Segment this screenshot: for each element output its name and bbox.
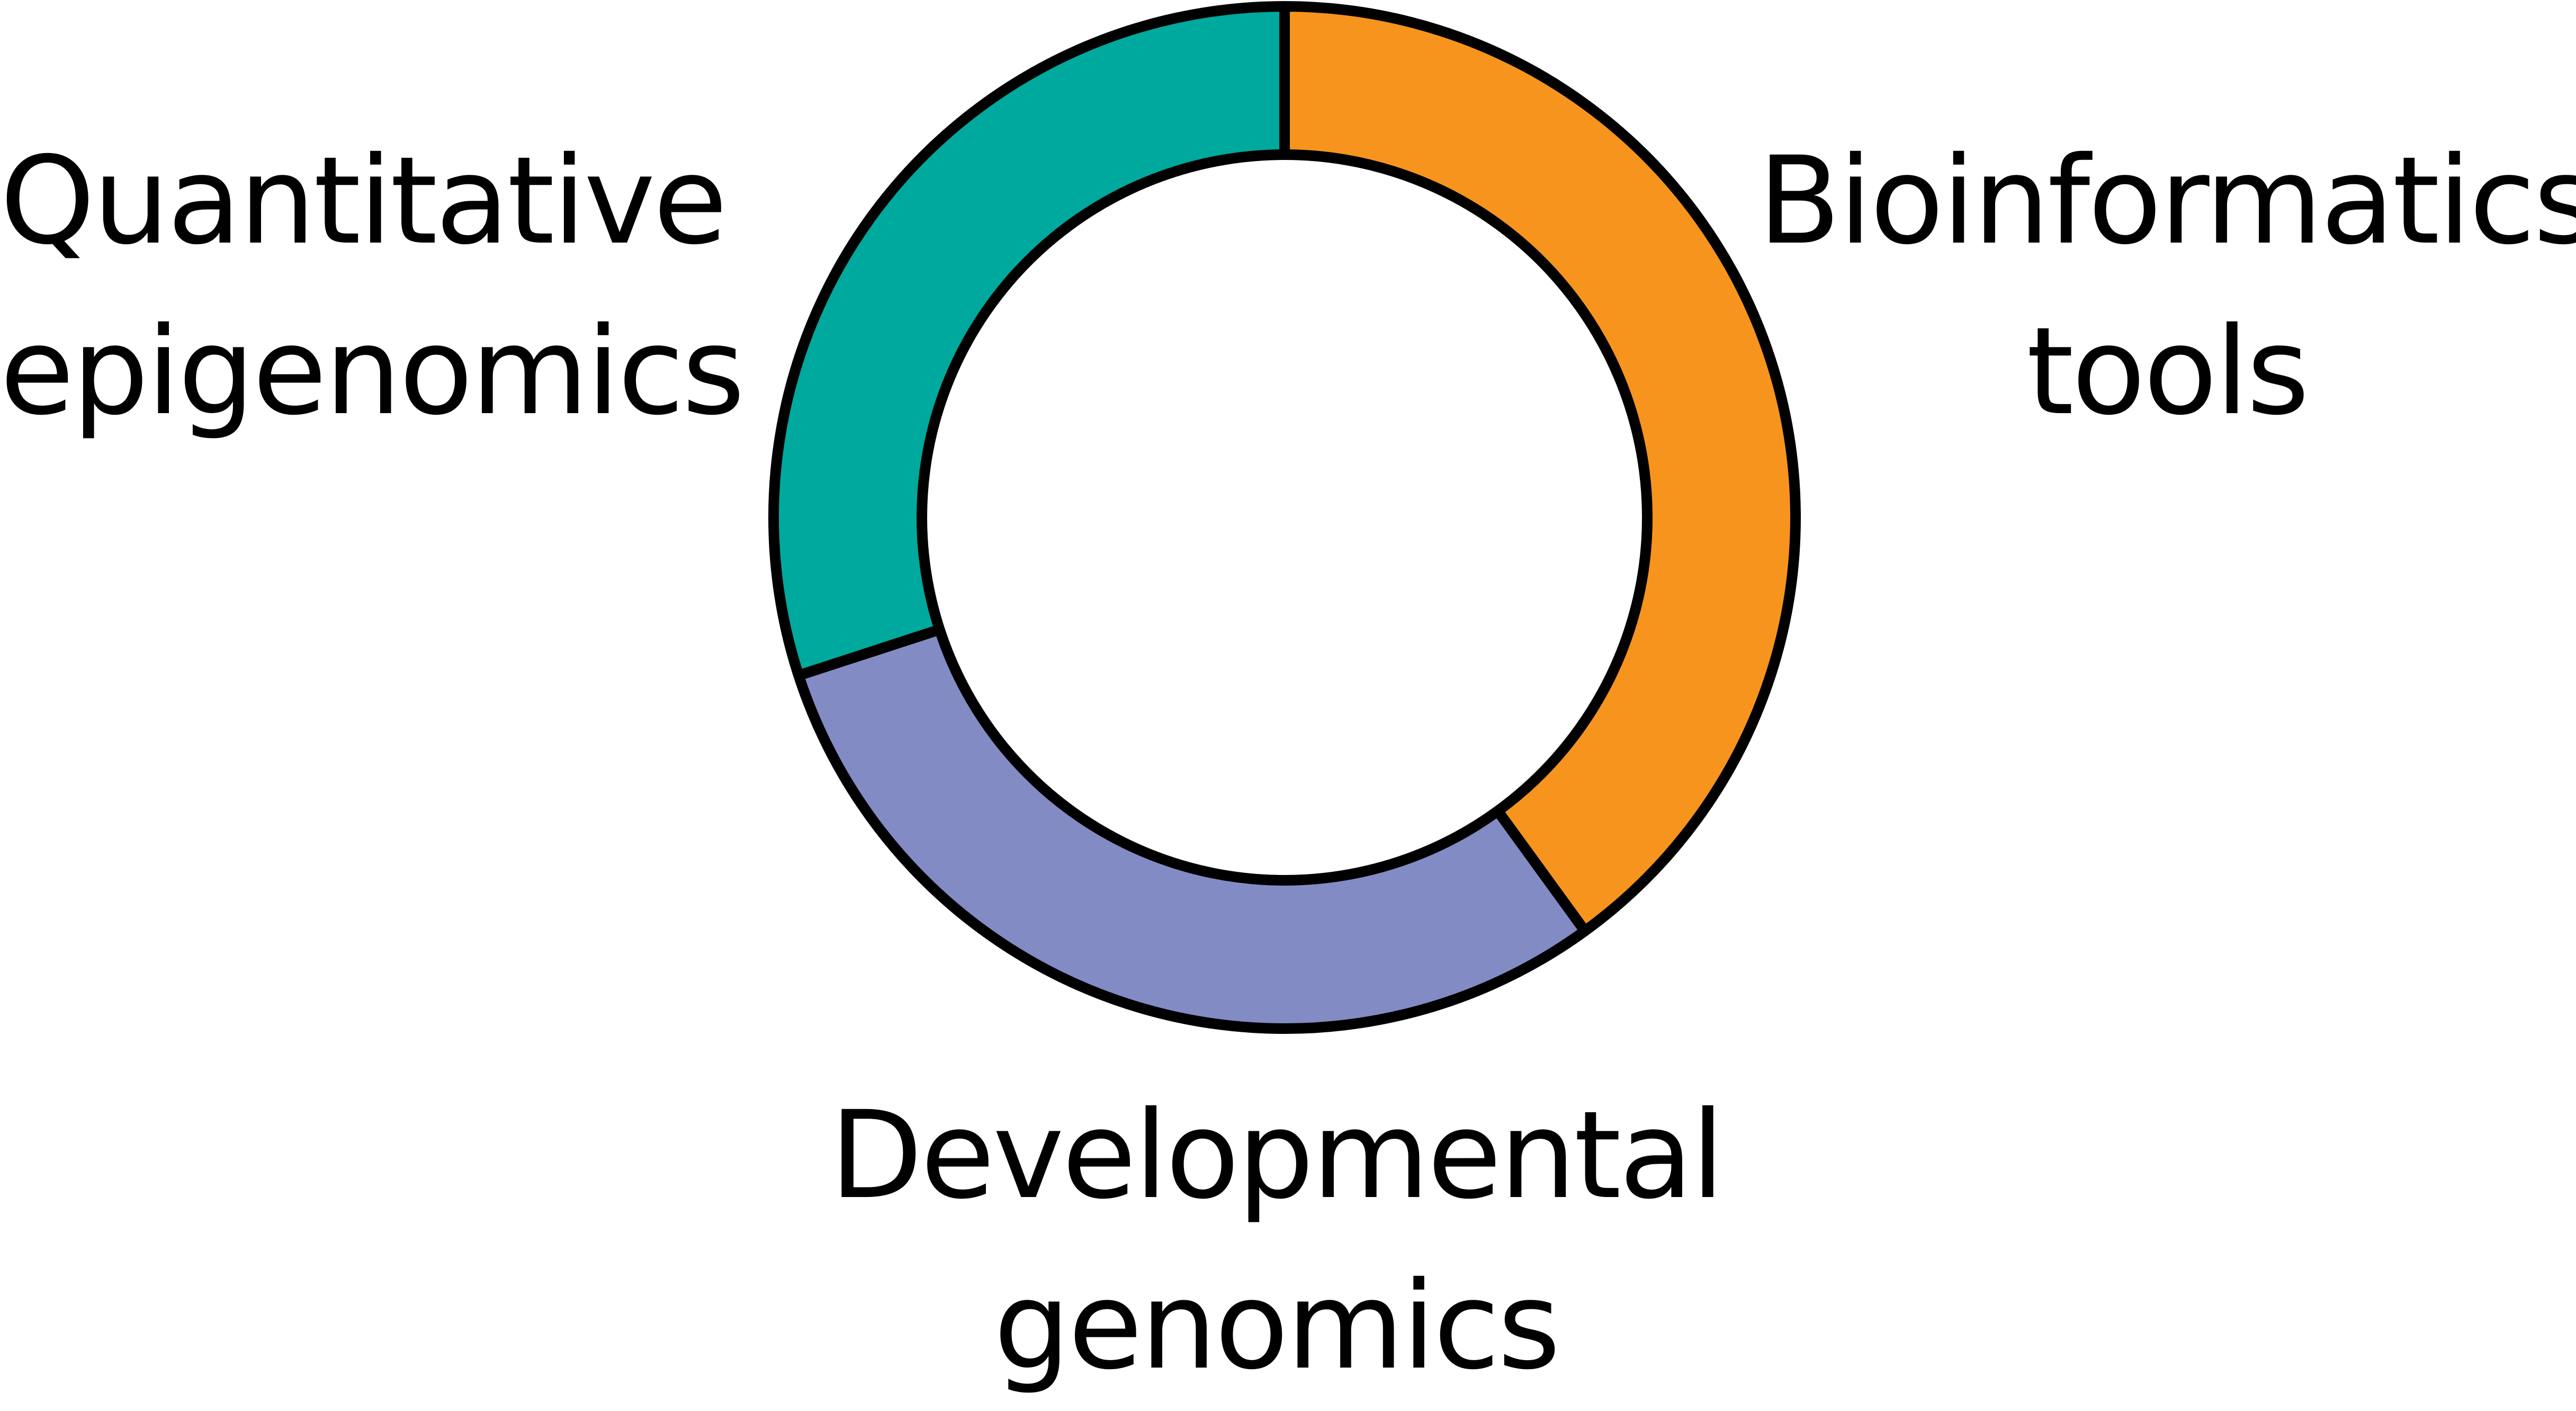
- slice-label-developmental-genomics: Developmental genomics: [784, 1070, 1769, 1411]
- slice-label-quantitative-epigenomics: Quantitative epigenomics: [0, 115, 745, 457]
- slice-developmental-genomics: [793, 624, 1591, 1034]
- slice-label-line: Developmental: [830, 1085, 1725, 1226]
- slice-label-line: Quantitative: [0, 130, 728, 271]
- donut-slices: [768, 1, 1801, 1034]
- slice-label-line: Bioinformatics: [1758, 130, 2576, 271]
- slice-label-line: genomics: [993, 1255, 1561, 1396]
- slice-label-bioinformatics-tools: Bioinformatics tools: [1758, 115, 2576, 457]
- slice-bioinformatics-tools: [1279, 1, 1801, 936]
- slice-label-line: epigenomics: [0, 301, 745, 442]
- slice-label-line: tools: [2026, 301, 2310, 442]
- slice-quantitative-epigenomics: [768, 1, 1290, 681]
